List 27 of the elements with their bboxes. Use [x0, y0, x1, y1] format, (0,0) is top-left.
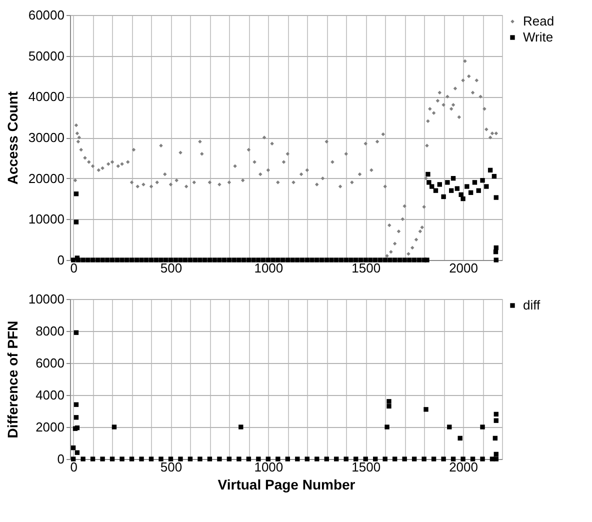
y-axis-title: Access Count [4, 90, 20, 185]
x-tick-label: 1500 [352, 260, 381, 276]
x-tick-label: 2000 [449, 260, 478, 276]
x-tick-label: 500 [160, 460, 182, 474]
x-tick-label: 1000 [254, 260, 284, 276]
y-tick-label: 50000 [28, 48, 64, 64]
x-tick-label: 500 [160, 260, 182, 276]
x-tick-label: 0 [70, 260, 78, 276]
legend-label: diff [523, 298, 540, 312]
y-tick-label: 8000 [36, 324, 64, 338]
y-axis-title: Difference of PFN [4, 320, 20, 438]
legend-label: Read [523, 14, 554, 28]
y-tick-label: 10000 [28, 212, 64, 227]
legend-label: Write [523, 30, 554, 44]
x-tick-label: 1000 [254, 460, 284, 474]
y-tick-label: 30000 [28, 130, 64, 145]
y-tick-label: 10000 [28, 292, 64, 306]
y-tick-label: 2000 [36, 420, 64, 434]
x-tick-label: 2000 [449, 460, 478, 474]
y-tick-label: 20000 [28, 170, 64, 186]
y-tick-label: 4000 [36, 388, 64, 402]
x-tick-label: 1500 [352, 460, 381, 474]
x-axis-title: Virtual Page Number [218, 476, 356, 492]
y-tick-label: 60000 [28, 8, 64, 22]
x-tick-label: 0 [70, 460, 78, 474]
y-tick-label: 6000 [36, 356, 64, 370]
y-tick-label: 40000 [28, 89, 64, 104]
